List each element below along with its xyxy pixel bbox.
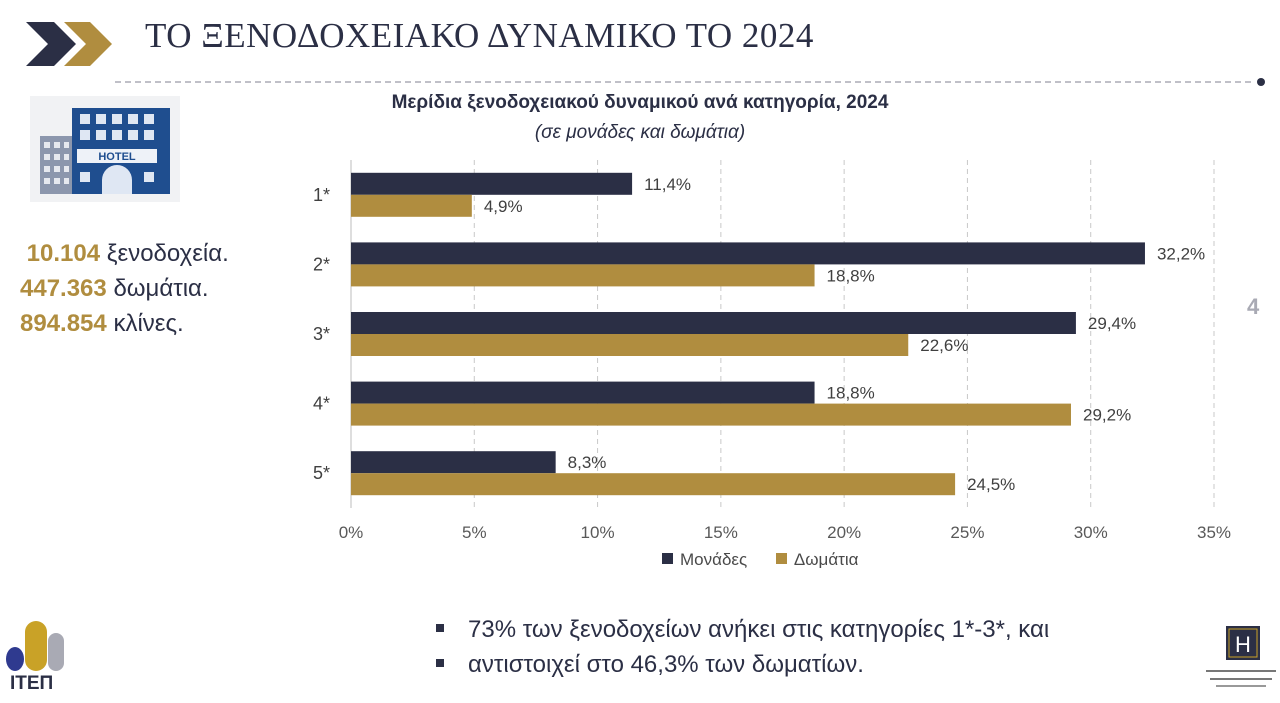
- y-tick-label: 3*: [313, 324, 330, 344]
- stat-hotels: 10.104 ξενοδοχεία.: [20, 236, 229, 271]
- bullet-item: αντιστοιχεί στο 46,3% των δωματίων.: [436, 647, 1049, 682]
- x-tick-label: 30%: [1074, 523, 1108, 542]
- chart-legend: Μονάδες Δωμάτια: [662, 550, 883, 570]
- hotel-stats: 10.104 ξενοδοχεία. 447.363 δωμάτια. 894.…: [20, 236, 229, 341]
- data-label: 32,2%: [1157, 244, 1205, 263]
- data-label: 11,4%: [644, 175, 691, 194]
- data-label: 4,9%: [484, 197, 523, 216]
- bullet-square-icon: [436, 659, 444, 667]
- double-chevron-icon: [26, 22, 112, 66]
- y-tick-label: 1*: [313, 185, 330, 205]
- legend-item-units: Μονάδες: [662, 550, 747, 570]
- x-tick-label: 10%: [581, 523, 615, 542]
- legend-item-rooms: Δωμάτια: [775, 550, 859, 570]
- bar: [351, 473, 956, 496]
- data-label: 29,4%: [1088, 314, 1136, 333]
- bar: [351, 242, 1145, 265]
- stat-beds: 894.854 κλίνες.: [20, 306, 229, 341]
- stat-value: 10.104: [26, 240, 101, 267]
- logo-letter: H: [1235, 632, 1251, 657]
- bar: [351, 264, 815, 287]
- bullet-square-icon: [436, 624, 444, 632]
- stat-value: 894.854: [20, 310, 107, 337]
- hotel-chamber-logo-icon: H: [1206, 626, 1276, 687]
- x-tick-label: 20%: [827, 523, 861, 542]
- legend-swatch: [775, 553, 787, 564]
- page-title: ΤΟ ΞΕΝΟΔΟΧΕΙΑΚΟ ΔΥΝΑΜΙΚΟ ΤΟ 2024: [145, 16, 814, 55]
- chart-title: Μερίδια ξενοδοχειακού δυναμικού ανά κατη…: [391, 92, 889, 113]
- stat-label: δωμάτια.: [113, 275, 209, 302]
- stat-label: ξενοδοχεία.: [106, 240, 229, 267]
- chart-subtitle: (σε μονάδες και δωμάτια): [534, 122, 746, 143]
- x-tick-label: 35%: [1197, 523, 1231, 542]
- bullet-text: αντιστοιχεί στο 46,3% των δωματίων.: [468, 651, 864, 678]
- legend-label: Δωμάτια: [793, 550, 859, 569]
- bar: [351, 403, 1071, 426]
- bar: [351, 312, 1076, 334]
- data-label: 22,6%: [920, 336, 968, 355]
- data-label: 8,3%: [568, 453, 607, 472]
- bullet-text: 73% των ξενοδοχείων ανήκει στις κατηγορί…: [468, 616, 1050, 643]
- bar: [351, 194, 472, 217]
- data-label: 29,2%: [1083, 406, 1131, 425]
- bullet-item: 73% των ξενοδοχείων ανήκει στις κατηγορί…: [436, 612, 1049, 647]
- legend-label: Μονάδες: [680, 550, 748, 569]
- page-number: 4: [1247, 294, 1260, 319]
- bullet-list: 73% των ξενοδοχείων ανήκει στις κατηγορί…: [436, 612, 1049, 682]
- hotel-building-icon: HOTEL: [30, 96, 180, 202]
- stat-rooms: 447.363 δωμάτια.: [20, 271, 229, 306]
- data-label: 18,8%: [827, 266, 875, 285]
- bar: [351, 451, 556, 474]
- y-tick-label: 4*: [313, 394, 330, 414]
- stat-label: κλίνες.: [113, 310, 184, 337]
- y-tick-label: 2*: [313, 254, 330, 274]
- hotel-sign-text: HOTEL: [98, 151, 136, 163]
- data-label: 18,8%: [827, 384, 875, 403]
- bar: [351, 381, 815, 404]
- legend-swatch: [662, 553, 673, 564]
- bar: [351, 172, 633, 195]
- x-tick-label: 5%: [462, 523, 487, 542]
- stat-value: 447.363: [20, 275, 107, 302]
- data-label: 24,5%: [967, 475, 1015, 494]
- x-tick-label: 0%: [339, 523, 364, 542]
- y-tick-label: 5*: [313, 463, 330, 483]
- itep-logo-text: ΙΤΕΠ: [10, 673, 54, 694]
- x-tick-label: 25%: [950, 523, 984, 542]
- header-divider: [115, 78, 1265, 86]
- x-tick-label: 15%: [704, 523, 738, 542]
- itep-logo-icon: [6, 621, 64, 671]
- bar: [351, 334, 909, 356]
